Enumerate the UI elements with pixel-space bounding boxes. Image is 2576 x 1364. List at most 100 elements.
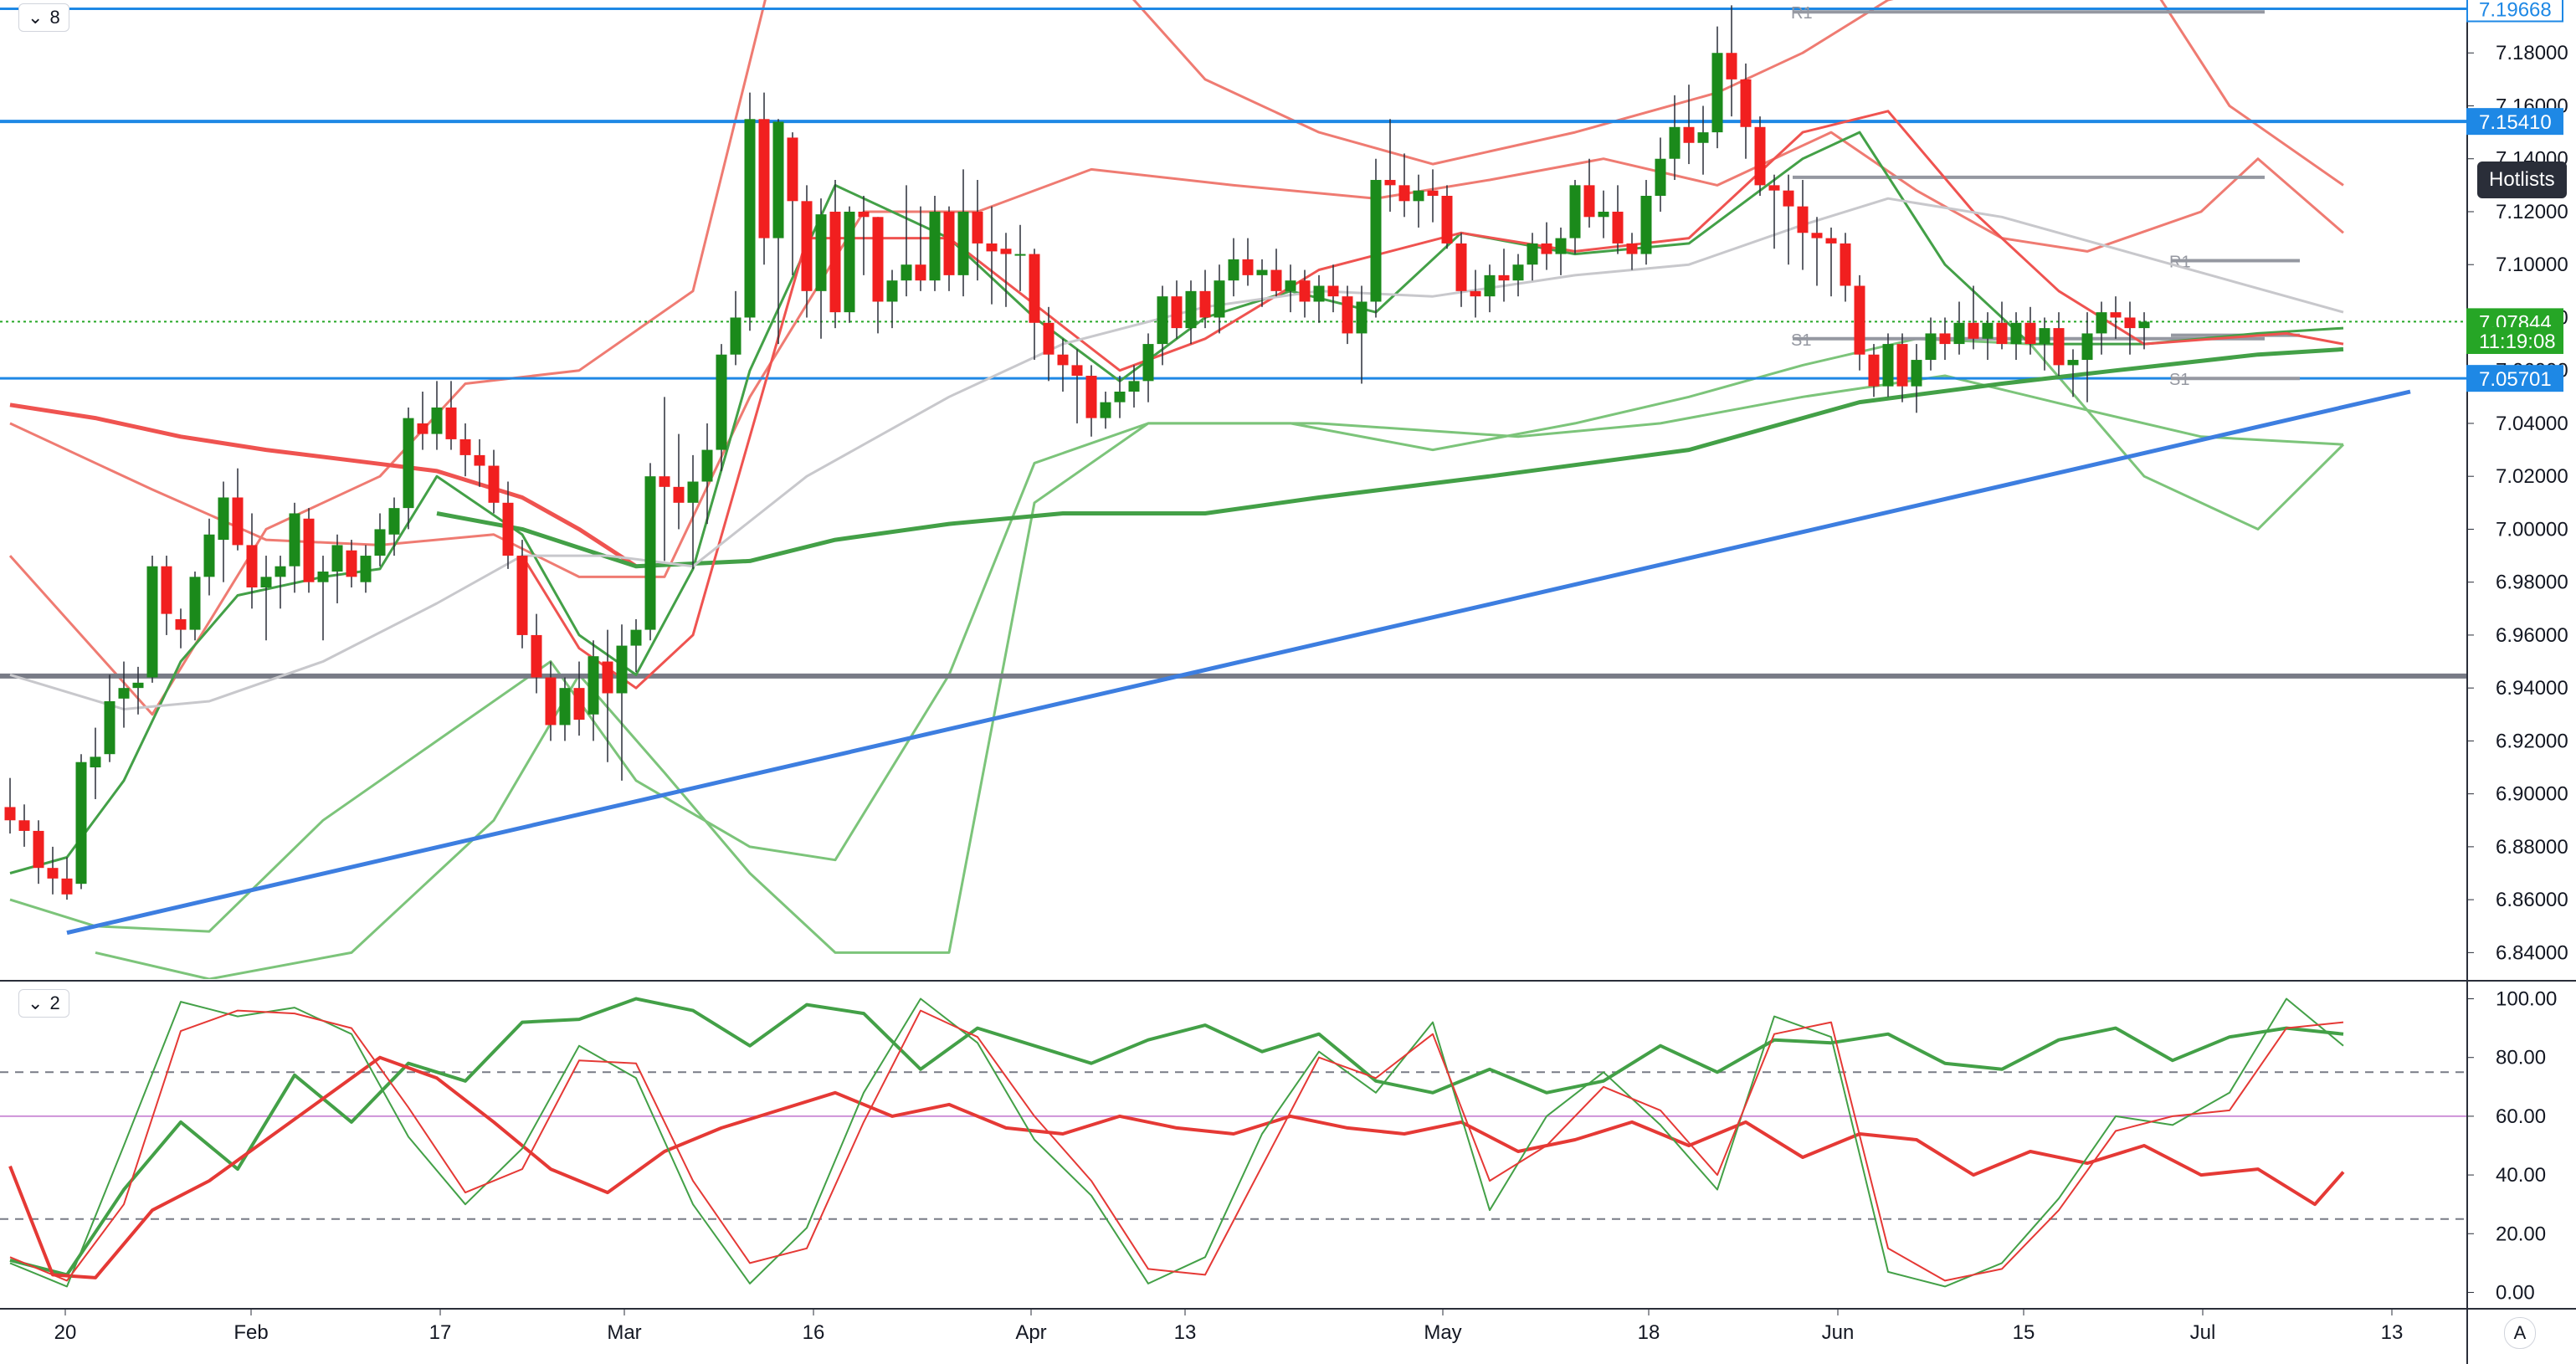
price-tick-label: 6.96000 xyxy=(2496,624,2568,647)
candle-body xyxy=(218,497,229,541)
candle-body xyxy=(2124,317,2136,329)
candle-body xyxy=(1057,354,1069,366)
candle-body xyxy=(829,211,841,313)
osc-tick-label: 0.00 xyxy=(2496,1281,2535,1304)
price-label-text-0: 7.19668 xyxy=(2479,0,2552,21)
candle-body xyxy=(18,820,30,831)
main-pane-badge: 8 xyxy=(49,7,60,28)
candle-body xyxy=(1356,301,1368,334)
candle-body xyxy=(2110,312,2122,318)
candle-body xyxy=(957,211,969,275)
candle-body xyxy=(1953,322,1965,345)
time-tick-label: 18 xyxy=(1638,1321,1660,1344)
candle-body xyxy=(1242,259,1254,275)
time-tick-label: 13 xyxy=(2381,1321,2404,1344)
oscillator-pane[interactable] xyxy=(0,997,2467,1288)
rsi-red-thick xyxy=(8,1055,2345,1279)
time-tick-label: Mar xyxy=(607,1321,641,1344)
candle-body xyxy=(2081,333,2093,361)
candle-body xyxy=(701,449,713,482)
candle-body xyxy=(844,211,855,313)
candle-body xyxy=(1270,269,1282,291)
candle-body xyxy=(445,407,457,439)
time-tick-label: 17 xyxy=(429,1321,452,1344)
candle-body xyxy=(90,756,101,768)
candle-body xyxy=(474,454,485,466)
candle-body xyxy=(403,418,414,509)
osc-pane-badge: 2 xyxy=(49,992,60,1013)
candle-body xyxy=(559,688,571,726)
bollinger-red-lower xyxy=(9,131,2344,578)
price-tick-label: 6.98000 xyxy=(2496,572,2568,594)
candle-body xyxy=(1014,254,1026,256)
pivot-label-3: S1 xyxy=(1791,331,1811,350)
candle-body xyxy=(1583,185,1595,218)
candle-body xyxy=(1199,290,1211,318)
candle-body xyxy=(1896,344,1908,387)
candle-body xyxy=(1157,296,1168,345)
price-tick-label: 7.12000 xyxy=(2496,201,2568,223)
candle-body xyxy=(2067,360,2079,366)
candle-body xyxy=(189,577,201,630)
candle-body xyxy=(730,317,741,355)
candle-body xyxy=(431,407,443,434)
candle-body xyxy=(1527,243,1538,265)
candle-body xyxy=(459,438,471,455)
hotlists-button[interactable]: Hotlists xyxy=(2477,162,2567,198)
osc-tick-label: 100.00 xyxy=(2496,988,2557,1011)
candle-body xyxy=(2053,328,2065,366)
time-tick-label: Jun xyxy=(1822,1321,1855,1344)
candle-body xyxy=(1228,259,1239,281)
osc-plot-area xyxy=(0,997,2467,1288)
osc-pane-collapse-button[interactable]: ⌄ 2 xyxy=(18,989,69,1018)
candle-body xyxy=(1612,211,1624,244)
candle-body xyxy=(146,566,158,678)
candle-body xyxy=(1726,53,1737,79)
candle-body xyxy=(1754,126,1766,186)
price-tick-label: 6.88000 xyxy=(2496,836,2568,859)
price-label-box-3 xyxy=(2466,326,2563,354)
candle-body xyxy=(1441,196,1453,244)
candle-body xyxy=(602,661,613,694)
candle-body xyxy=(1100,402,1111,418)
candle-body xyxy=(2138,321,2150,329)
candle-body xyxy=(1427,190,1439,196)
candle-body xyxy=(161,566,172,614)
candle-body xyxy=(1598,211,1609,218)
candle-body xyxy=(388,508,400,535)
price-tick-label: 7.04000 xyxy=(2496,413,2568,435)
candle-body xyxy=(1484,274,1496,297)
candle-body xyxy=(2039,328,2050,345)
candle-body xyxy=(943,211,955,275)
candle-body xyxy=(4,807,16,821)
auto-scale-button[interactable]: A xyxy=(2504,1317,2536,1349)
candle-body xyxy=(1214,280,1225,318)
candle-body xyxy=(758,119,770,238)
price-tick-label: 6.92000 xyxy=(2496,730,2568,752)
candle-body xyxy=(1996,322,2008,345)
candle-body xyxy=(1370,180,1382,302)
main-pane-collapse-button[interactable]: ⌄ 8 xyxy=(18,3,69,32)
price-tick-label: 6.90000 xyxy=(2496,783,2568,806)
candle-body xyxy=(260,577,272,587)
candle-body xyxy=(374,529,386,556)
candle-body xyxy=(772,121,784,238)
candle-body xyxy=(901,264,912,281)
chevron-down-icon: ⌄ xyxy=(28,7,44,28)
candle-body xyxy=(872,217,884,302)
osc-tick-label: 40.00 xyxy=(2496,1164,2546,1187)
candle-body xyxy=(75,761,87,885)
price-tick-label: 7.00000 xyxy=(2496,518,2568,541)
red-ma-slow xyxy=(9,403,638,568)
candle-body xyxy=(1384,180,1396,186)
candle-body xyxy=(1697,132,1709,143)
candle-body xyxy=(2024,322,2036,345)
candle-body xyxy=(1085,376,1097,418)
candle-body xyxy=(1114,392,1126,403)
time-tick-label: Jul xyxy=(2190,1321,2216,1344)
candle-body xyxy=(531,634,542,678)
candle-body xyxy=(1071,365,1083,377)
candle-body xyxy=(203,534,215,577)
